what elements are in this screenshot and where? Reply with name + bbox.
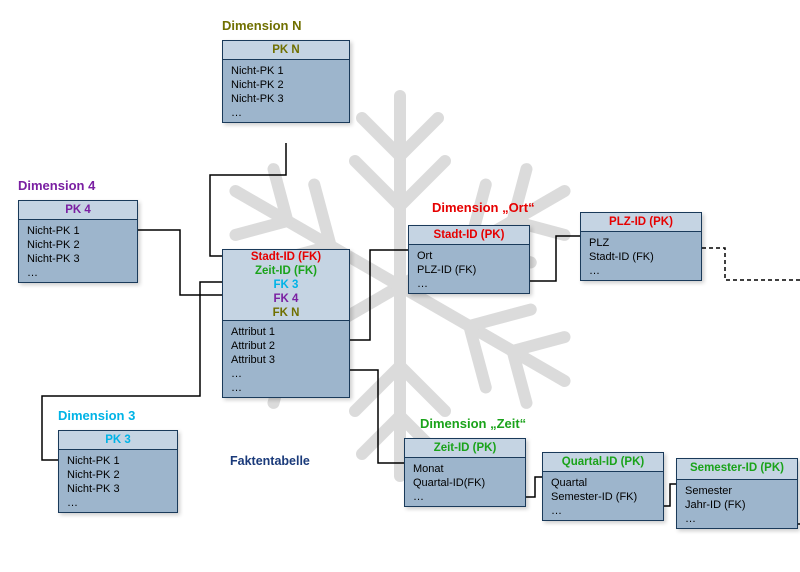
table-zeit: Zeit-ID (PK) MonatQuartal-ID(FK)… (404, 438, 526, 507)
table-row: … (685, 512, 789, 526)
table-row: … (231, 381, 341, 395)
table-dim-4: PK 4 Nicht-PK 1Nicht-PK 2Nicht-PK 3… (18, 200, 138, 283)
table-row: Stadt-ID (FK) (589, 250, 693, 264)
fk-row: FK 3 (223, 278, 349, 292)
label-dim-4: Dimension 4 (18, 178, 95, 193)
fk-row: FK 4 (223, 292, 349, 306)
table-row: Nicht-PK 1 (231, 64, 341, 78)
table-row: Attribut 1 (231, 325, 341, 339)
table-row: Nicht-PK 2 (231, 78, 341, 92)
table-row: … (413, 490, 517, 504)
fk-row: Zeit-ID (FK) (223, 264, 349, 278)
pk-header: PLZ-ID (PK) (581, 213, 701, 232)
table-row: Nicht-PK 3 (67, 482, 169, 496)
pk-header: Semester-ID (PK) (677, 459, 797, 480)
table-row: Monat (413, 462, 517, 476)
table-row: … (231, 106, 341, 120)
table-row: Nicht-PK 2 (27, 238, 129, 252)
table-ort-stadt: Stadt-ID (PK) OrtPLZ-ID (FK)… (408, 225, 530, 294)
fk-row: FK N (223, 306, 349, 320)
table-row: Attribut 2 (231, 339, 341, 353)
table-semester: Semester-ID (PK) SemesterJahr-ID (FK)… (676, 458, 798, 529)
table-body: SemesterJahr-ID (FK)… (677, 480, 797, 528)
table-row: Nicht-PK 3 (231, 92, 341, 106)
pk-header: PK 3 (59, 431, 177, 450)
table-row: Ort (417, 249, 521, 263)
table-row: Semester-ID (FK) (551, 490, 655, 504)
table-row: … (417, 277, 521, 291)
fk-row: Stadt-ID (FK) (223, 250, 349, 264)
label-dim-zeit: Dimension „Zeit“ (420, 416, 526, 431)
table-row: … (231, 367, 341, 381)
pk-header: Quartal-ID (PK) (543, 453, 663, 472)
table-row: Jahr-ID (FK) (685, 498, 789, 512)
table-row: PLZ (589, 236, 693, 250)
table-body: Nicht-PK 1Nicht-PK 2Nicht-PK 3… (59, 450, 177, 512)
table-row: Nicht-PK 1 (27, 224, 129, 238)
table-body: Nicht-PK 1Nicht-PK 2Nicht-PK 3… (223, 60, 349, 122)
table-row: PLZ-ID (FK) (417, 263, 521, 277)
table-body: MonatQuartal-ID(FK)… (405, 458, 525, 506)
pk-header: PK N (223, 41, 349, 60)
table-body: Nicht-PK 1Nicht-PK 2Nicht-PK 3… (19, 220, 137, 282)
table-body: PLZStadt-ID (FK)… (581, 232, 701, 280)
snowflake-schema-diagram: Dimension N Dimension 4 Dimension 3 Dime… (0, 0, 800, 572)
table-row: Semester (685, 484, 789, 498)
pk-header: PK 4 (19, 201, 137, 220)
table-row: … (27, 266, 129, 280)
label-dim-3: Dimension 3 (58, 408, 135, 423)
label-faktentabelle: Faktentabelle (230, 454, 310, 468)
table-row: Quartal-ID(FK) (413, 476, 517, 490)
table-row: Nicht-PK 3 (27, 252, 129, 266)
table-quartal: Quartal-ID (PK) QuartalSemester-ID (FK)… (542, 452, 664, 521)
table-row: Nicht-PK 1 (67, 454, 169, 468)
table-row: Quartal (551, 476, 655, 490)
table-row: … (551, 504, 655, 518)
table-body: QuartalSemester-ID (FK)… (543, 472, 663, 520)
pk-header: Zeit-ID (PK) (405, 439, 525, 458)
table-row: … (67, 496, 169, 510)
pk-header: Stadt-ID (PK) (409, 226, 529, 245)
table-body: OrtPLZ-ID (FK)… (409, 245, 529, 293)
table-fact: Stadt-ID (FK)Zeit-ID (FK)FK 3FK 4FK N At… (222, 249, 350, 398)
table-body: Attribut 1Attribut 2Attribut 3…… (223, 321, 349, 397)
label-dim-ort: Dimension „Ort“ (432, 200, 535, 215)
label-dim-n: Dimension N (222, 18, 301, 33)
table-row: Attribut 3 (231, 353, 341, 367)
table-dim-3: PK 3 Nicht-PK 1Nicht-PK 2Nicht-PK 3… (58, 430, 178, 513)
table-ort-plz: PLZ-ID (PK) PLZStadt-ID (FK)… (580, 212, 702, 281)
table-dim-n: PK N Nicht-PK 1Nicht-PK 2Nicht-PK 3… (222, 40, 350, 123)
table-row: … (589, 264, 693, 278)
fk-list: Stadt-ID (FK)Zeit-ID (FK)FK 3FK 4FK N (223, 250, 349, 321)
table-row: Nicht-PK 2 (67, 468, 169, 482)
